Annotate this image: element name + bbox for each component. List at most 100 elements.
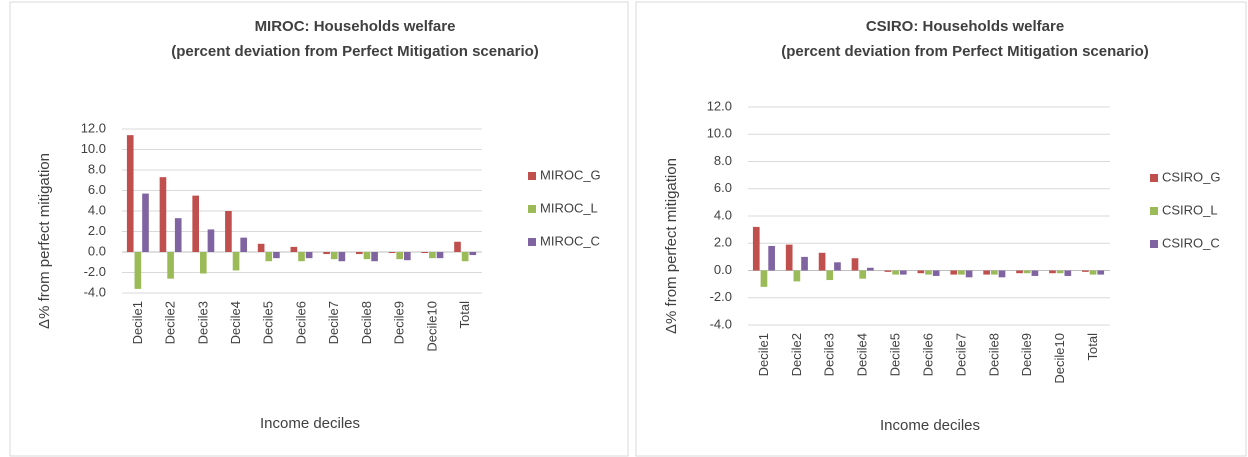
y-tick-label: 0.0 <box>88 243 106 258</box>
bar <box>793 270 801 282</box>
bar <box>429 252 436 259</box>
bar <box>851 258 859 271</box>
x-tick-label: Decile8 <box>359 301 374 344</box>
y-axis-title: Δ% from perfect mitigation <box>663 158 680 334</box>
x-axis-title: Income deciles <box>260 415 360 432</box>
legend-swatch <box>528 238 536 246</box>
chart-title: MIROC: Households welfare <box>255 18 456 35</box>
bar <box>298 252 305 262</box>
bar <box>404 252 411 261</box>
y-tick-label: -2.0 <box>84 264 106 279</box>
legend-label: MIROC_C <box>540 233 600 248</box>
y-tick-label: 0.0 <box>714 262 732 277</box>
bar <box>167 252 174 279</box>
x-tick-label: Decile9 <box>1019 333 1034 376</box>
y-tick-label: 12.0 <box>707 98 732 113</box>
bar <box>371 252 378 262</box>
bar <box>126 135 134 252</box>
bar <box>421 252 429 254</box>
bar <box>265 252 273 262</box>
bar <box>200 252 207 274</box>
bar <box>899 270 907 275</box>
bar <box>826 270 834 281</box>
panel-left <box>9 1 629 457</box>
bar <box>965 270 973 278</box>
x-tick-label: Decile3 <box>822 333 837 376</box>
bar <box>1056 270 1064 274</box>
legend-label: CSIRO_L <box>1162 202 1218 217</box>
bar <box>290 246 298 252</box>
y-axis-title: Δ% from perfect mitigation <box>36 153 53 329</box>
x-tick-label: Decile6 <box>920 333 935 376</box>
bar <box>232 252 240 271</box>
panel-right <box>635 1 1247 457</box>
y-tick-label: 2.0 <box>714 235 732 250</box>
x-tick-label: Total <box>1085 333 1100 361</box>
x-tick-label: Total <box>457 301 472 329</box>
chart-subtitle: (percent deviation from Perfect Mitigati… <box>171 43 539 60</box>
y-tick-label: 10.0 <box>81 141 106 156</box>
x-tick-label: Decile4 <box>855 333 870 376</box>
bar <box>990 270 998 275</box>
bar <box>1082 270 1089 272</box>
bar <box>867 267 874 271</box>
x-tick-label: Decile8 <box>986 333 1001 376</box>
y-tick-label: 4.0 <box>88 202 106 217</box>
x-tick-label: Decile7 <box>953 333 968 376</box>
bar <box>469 252 477 256</box>
bar <box>1031 270 1039 276</box>
bar <box>159 177 167 252</box>
x-tick-label: Decile1 <box>756 333 771 376</box>
x-axis-title: Income deciles <box>880 417 980 434</box>
bar <box>1049 270 1056 274</box>
bar <box>1064 270 1072 276</box>
bar <box>240 237 247 252</box>
bar <box>950 270 958 275</box>
legend-label: CSIRO_G <box>1162 169 1221 184</box>
y-tick-label: 6.0 <box>714 180 732 195</box>
legend-swatch <box>528 205 536 213</box>
bar <box>305 252 313 259</box>
legend-label: MIROC_L <box>540 200 598 215</box>
x-tick-label: Decile5 <box>888 333 903 376</box>
bar <box>760 270 768 287</box>
bar <box>925 270 932 275</box>
legend-swatch <box>1150 240 1158 248</box>
bar <box>768 245 775 271</box>
y-tick-label: 8.0 <box>88 161 106 176</box>
bar <box>818 252 826 271</box>
bar <box>323 252 330 255</box>
bar <box>142 193 149 252</box>
legend-label: MIROC_G <box>540 167 601 182</box>
bar <box>892 270 899 275</box>
bar <box>396 252 403 260</box>
bar <box>859 270 867 279</box>
bar <box>338 252 346 262</box>
chart-title: CSIRO: Households welfare <box>866 18 1064 35</box>
bar <box>1016 270 1023 274</box>
bar <box>363 252 371 260</box>
bar <box>454 241 461 252</box>
x-tick-label: Decile5 <box>261 301 276 344</box>
y-tick-label: 10.0 <box>707 126 732 141</box>
bar <box>834 262 841 271</box>
bar <box>192 195 199 252</box>
x-tick-label: Decile6 <box>293 301 308 344</box>
bar <box>388 252 396 254</box>
bar <box>356 252 363 255</box>
y-tick-label: 6.0 <box>88 182 106 197</box>
y-tick-label: -2.0 <box>710 289 732 304</box>
x-tick-label: Decile9 <box>392 301 407 344</box>
bar <box>1023 270 1031 274</box>
bar <box>752 226 760 271</box>
bar <box>436 252 444 259</box>
x-tick-label: Decile1 <box>130 301 145 344</box>
y-tick-label: 2.0 <box>88 223 106 238</box>
legend-label: CSIRO_C <box>1162 235 1220 250</box>
x-tick-label: Decile3 <box>195 301 210 344</box>
y-tick-label: 12.0 <box>81 120 106 135</box>
x-tick-label: Decile2 <box>163 301 178 344</box>
bar <box>174 218 182 252</box>
bar <box>225 211 232 252</box>
y-tick-label: 8.0 <box>714 153 732 168</box>
